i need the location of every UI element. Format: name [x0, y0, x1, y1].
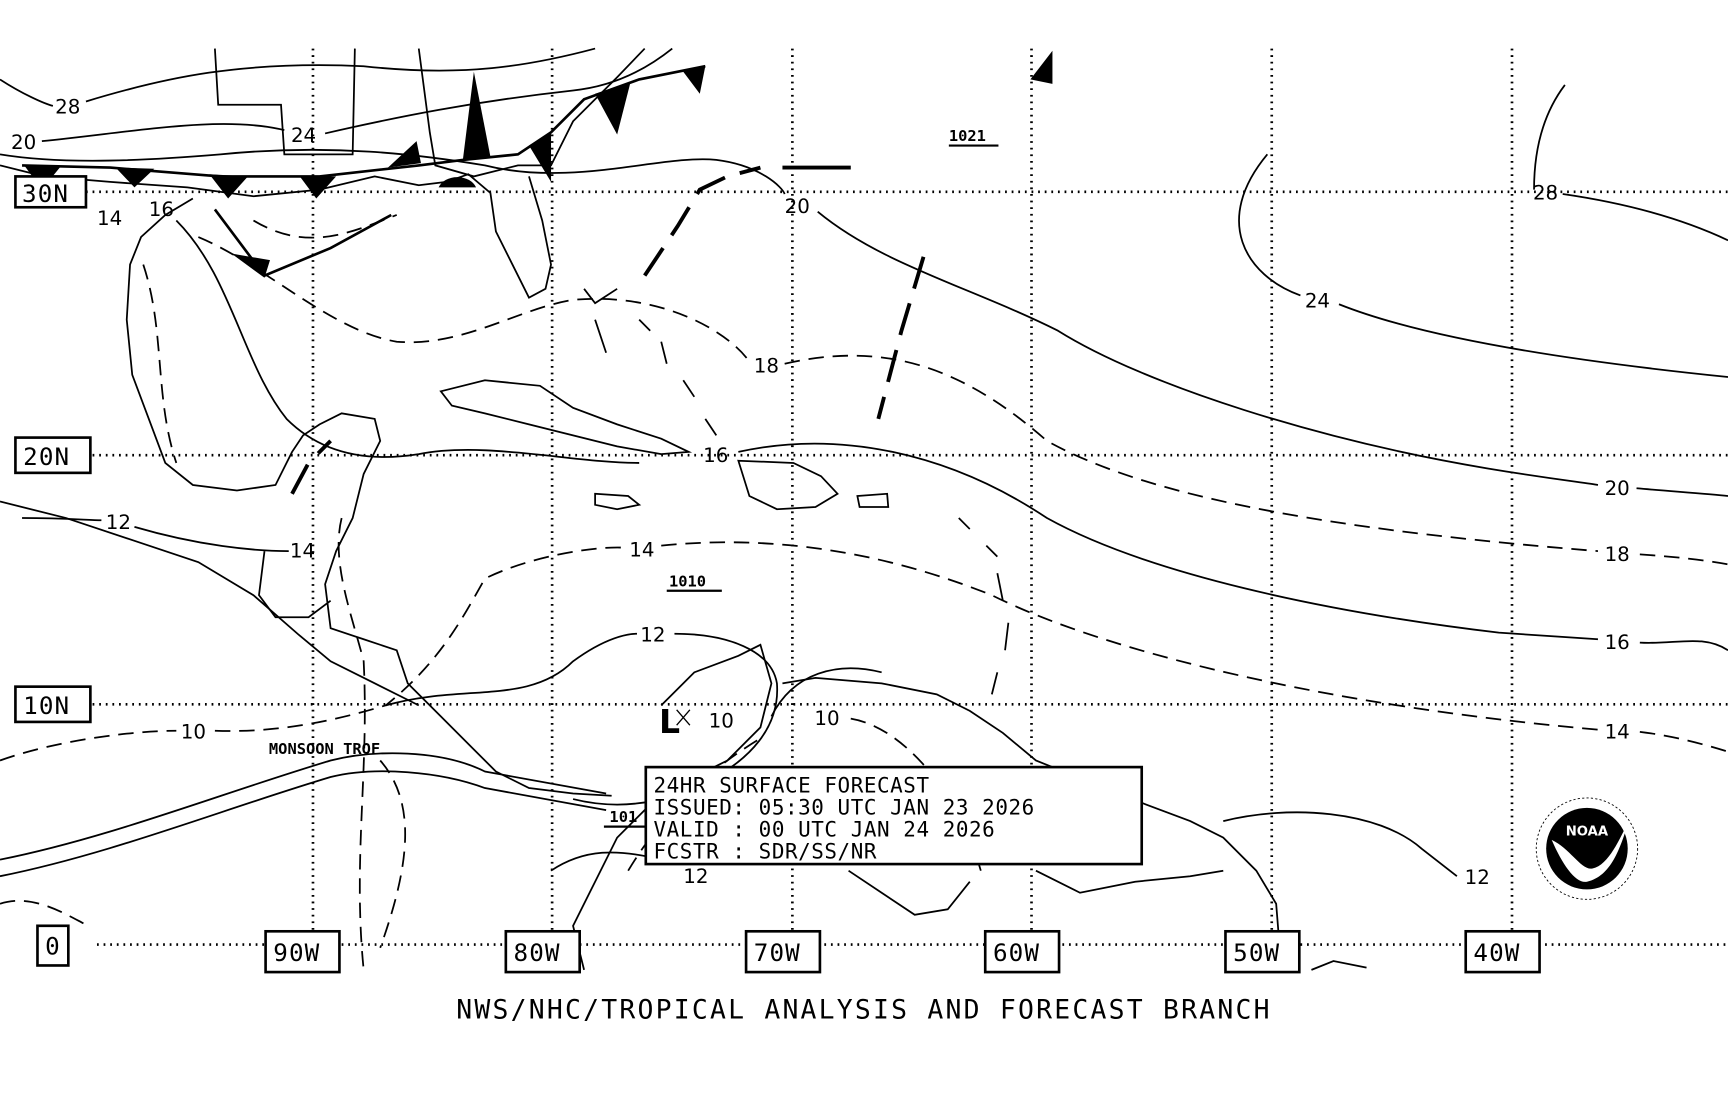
isobar-label: 28: [55, 96, 80, 119]
forecast-info-box: 24HR SURFACE FORECAST ISSUED: 05:30 UTC …: [644, 765, 1144, 866]
pressure-centers: 1021 1010 101 L MONSOON TROF: [269, 127, 999, 828]
lon-label-70w: 70W: [754, 938, 801, 967]
latitude-labels: 30N 20N 10N 0: [14, 175, 92, 967]
lon-label-60w: 60W: [993, 938, 1040, 967]
isobar-label: 28: [1533, 182, 1558, 205]
lon-label-90w: 90W: [273, 938, 320, 967]
issued-time: ISSUED: 05:30 UTC JAN 23 2026: [654, 795, 1035, 819]
low-pressure-value: 101: [609, 808, 637, 826]
isobar-label: 16: [149, 198, 174, 221]
lon-label-40w: 40W: [1473, 938, 1520, 967]
isobar-label: 14: [629, 539, 654, 562]
isobar-label: 10: [814, 707, 839, 730]
isobar-label: 18: [1605, 543, 1630, 566]
lon-label-80w: 80W: [514, 938, 561, 967]
isobar-label: 10: [181, 720, 206, 743]
isobar-label: 24: [291, 124, 316, 147]
isobar-label: 12: [1465, 866, 1490, 889]
high-pressure-value: 1021: [949, 127, 986, 145]
forecasters: FCSTR : SDR/SS/NR: [654, 840, 878, 864]
lat-label-0: 0: [45, 931, 61, 960]
low-center-symbol: L: [659, 702, 680, 741]
troughs: [0, 165, 926, 878]
cold-front: [22, 50, 1053, 278]
isobar-label: 16: [1605, 631, 1630, 654]
isobar-label: 10: [709, 709, 734, 732]
coastlines: [0, 47, 1367, 971]
isobar-labels: 28 20 24 14 16 20 18 16 12 14 14 12 10 1…: [11, 96, 1630, 889]
longitude-labels: 90W 80W 70W 60W 50W 40W: [264, 929, 1541, 974]
lat-label-10n: 10N: [23, 691, 70, 720]
isobar-label: 14: [290, 540, 315, 563]
isobar-label: 24: [1305, 290, 1330, 313]
isobar-label: 12: [106, 511, 131, 534]
lat-label-30n: 30N: [22, 179, 69, 208]
noaa-logo: NOAA: [1535, 797, 1639, 900]
isobar-label: 18: [754, 355, 779, 378]
map-title: NWS/NHC/TROPICAL ANALYSIS AND FORECAST B…: [456, 994, 1271, 1025]
svg-text:NOAA: NOAA: [1566, 824, 1609, 839]
isobars: [0, 47, 1728, 970]
monsoon-trough-label: MONSOON TROF: [269, 740, 380, 758]
isobar-label: 20: [1605, 477, 1630, 500]
isobar-label: 20: [785, 195, 810, 218]
isobar-label: 14: [1605, 720, 1630, 743]
isobar-label: 20: [11, 131, 36, 154]
isobar-label: 14: [97, 207, 122, 230]
lat-label-20n: 20N: [23, 442, 70, 471]
isobar-label: 12: [683, 865, 708, 888]
valid-time: VALID : 00 UTC JAN 24 2026: [654, 818, 996, 842]
isobar-label: 16: [703, 444, 728, 467]
low-pressure-value: 1010: [669, 572, 706, 590]
forecast-title: 24HR SURFACE FORECAST: [654, 773, 930, 797]
lon-label-50w: 50W: [1233, 938, 1280, 967]
isobar-label: 12: [640, 623, 665, 646]
